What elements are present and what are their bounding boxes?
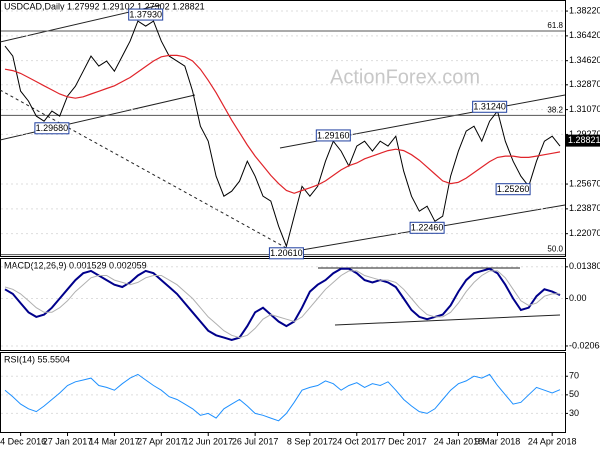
rsi-title: RSI(14) 55.5504: [4, 354, 70, 364]
fib-label: 50.0: [547, 245, 563, 254]
y-tick-label: -0.020648: [569, 340, 600, 350]
x-tick-label: 27 Jan 2017: [43, 436, 93, 446]
x-tick-label: 12 Jun 2017: [183, 436, 233, 446]
y-tick-label: 1.38220: [569, 5, 600, 15]
y-tick-label: 1.22070: [569, 228, 600, 238]
y-tick-label: 70: [569, 371, 579, 381]
y-tick-label: 30: [569, 408, 579, 418]
x-tick-label: 9 Mar 2018: [475, 436, 521, 446]
annotation-label: 1.29160: [317, 130, 350, 140]
annotation-label: 1.25260: [497, 184, 530, 194]
annotation-label: 1.37930: [129, 9, 162, 19]
x-tick-label: 24 Jan 2018: [434, 436, 484, 446]
chart-title: USDCAD,Daily 1.27992 1.29102 1.27902 1.2…: [4, 1, 205, 11]
annotation-label: 1.20610: [270, 248, 303, 258]
last-price-box: [566, 134, 600, 147]
x-tick-label: 27 Apr 2017: [137, 436, 186, 446]
x-tick-label: 8 Sep 2017: [287, 436, 333, 446]
y-tick-label: 1.32870: [569, 79, 600, 89]
moving-average: [4, 54, 561, 194]
annotation-label: 1.29680: [36, 123, 69, 133]
y-tick-label: 1.31070: [569, 104, 600, 114]
annotation-box: [472, 100, 508, 113]
y-tick-label: 0.013802: [569, 261, 600, 271]
fib-label: 38.2: [547, 106, 563, 115]
y-tick-label: 0.00: [569, 293, 587, 303]
rsi-panel: [0, 352, 566, 433]
annotation-label: 1.22460: [411, 223, 444, 233]
x-tick-label: 26 Jul 2017: [232, 436, 279, 446]
watermark: ActionForex.com: [330, 66, 480, 88]
y-tick-label: 1.25670: [569, 178, 600, 188]
annotation-label: 1.31240: [473, 102, 506, 112]
y-tick-label: 50: [569, 389, 579, 399]
signal-line: [4, 270, 561, 339]
channel-line: [0, 94, 196, 141]
annotation-box: [34, 122, 70, 135]
y-tick-label: 1.34620: [569, 55, 600, 65]
x-tick-label: 14 Mar 2017: [89, 436, 140, 446]
trend-line: [0, 89, 291, 251]
fib-label: 61.8: [547, 21, 563, 30]
annotation-box: [495, 183, 531, 196]
macd-trend-line: [334, 314, 561, 326]
price-panel: [0, 0, 566, 257]
y-tick-label: 1.36420: [569, 30, 600, 40]
last-price-label: 1.28821: [568, 135, 600, 145]
annotation-box: [268, 247, 304, 260]
annotation-box: [315, 129, 351, 142]
annotation-box: [128, 8, 164, 21]
macd-line: [4, 267, 561, 341]
y-tick-label: 1.23870: [569, 203, 600, 213]
macd-title: MACD(12,26,9) 0.001529 0.002059: [4, 260, 147, 270]
y-tick-label: 1.29270: [569, 129, 600, 139]
rsi-line: [4, 373, 561, 422]
x-tick-label: 7 Dec 2017: [381, 436, 427, 446]
x-tick-label: 24 Oct 2017: [332, 436, 381, 446]
annotation-box: [409, 221, 445, 234]
x-tick-label: 14 Dec 2016: [0, 436, 46, 446]
price-line: [4, 20, 561, 248]
x-tick-label: 24 Apr 2018: [528, 436, 577, 446]
